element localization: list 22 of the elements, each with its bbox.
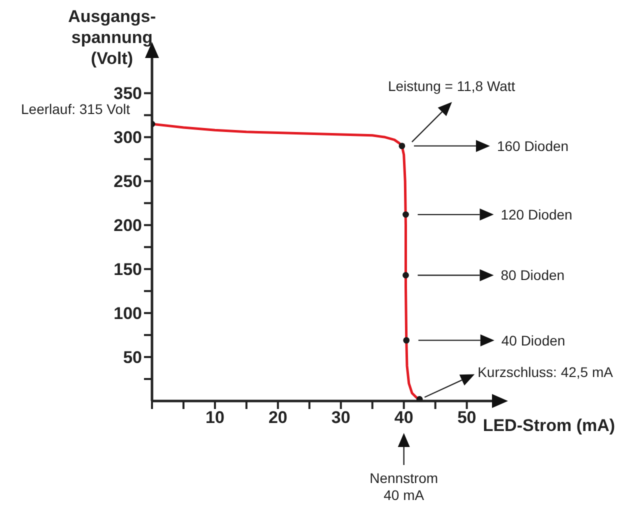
x-tick-label: 10 (206, 408, 224, 428)
x-axis-title: LED-Strom (mA) (482, 416, 616, 435)
y-tick-label: 250 (114, 172, 142, 192)
y-axis-title: Ausgangs- spannung (Volt) (68, 7, 156, 68)
y-tick-label: 300 (114, 128, 142, 148)
text: 160 Dioden (496, 138, 569, 154)
y-tick-label: 150 (114, 260, 142, 280)
y-tick-label: 50 (123, 348, 142, 368)
y-tick-label: 350 (114, 84, 142, 104)
text: 120 Dioden (500, 206, 572, 223)
text: Nennstrom 40 mA (370, 470, 438, 503)
x-tick-label: 40 (394, 408, 414, 428)
text: 80 Dioden (500, 267, 565, 284)
x-tick-label: 30 (331, 408, 350, 428)
annotation: Kurzschluss: 42,5 mA (478, 364, 614, 380)
y-tick-label: 200 (114, 216, 142, 236)
annotation: Leistung = 11,8 Watt (388, 78, 516, 94)
x-tick-label: 20 (268, 408, 288, 428)
text: Leerlauf: 315 Volt (21, 100, 130, 117)
text: 40 Dioden (501, 332, 566, 348)
x-tick-label: 50 (457, 408, 476, 428)
y-tick-label: 100 (114, 304, 142, 324)
